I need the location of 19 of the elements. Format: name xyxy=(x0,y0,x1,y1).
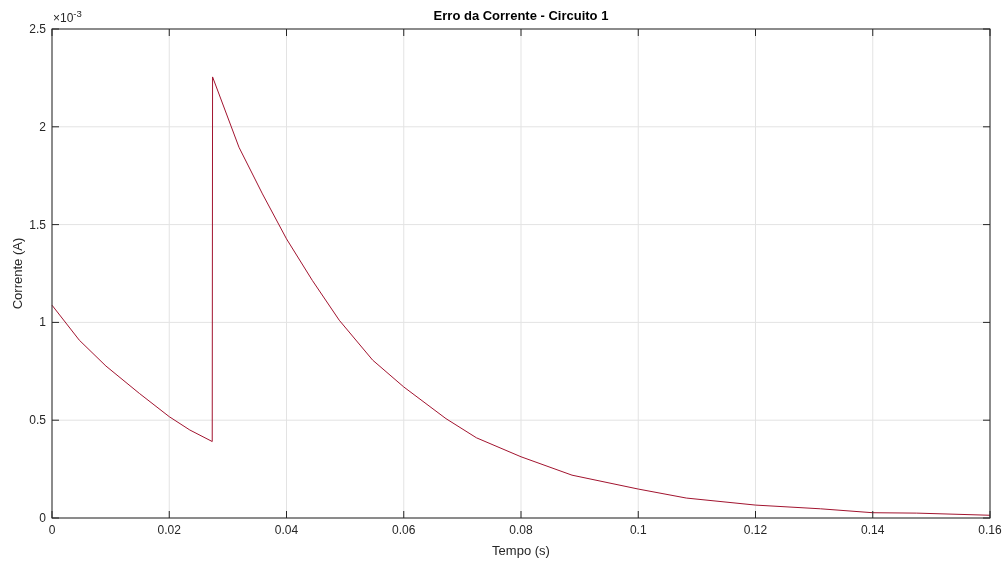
x-tick-label: 0.16 xyxy=(978,523,1002,537)
y-tick-label: 1.5 xyxy=(29,217,47,232)
x-tick-label: 0.14 xyxy=(861,523,885,537)
y-tick-label: 0.5 xyxy=(29,413,47,428)
x-tick-label: 0.06 xyxy=(392,523,416,537)
x-tick-label: 0.02 xyxy=(157,523,182,537)
x-axis-title: Tempo (s) xyxy=(492,543,550,558)
text: ×10$^{-3}$ xyxy=(53,7,82,25)
y-tick-label: 0 xyxy=(39,511,47,525)
x-tick-label: 0.08 xyxy=(509,523,533,537)
y-tick-label: 2 xyxy=(39,119,47,134)
y-tick-label: 1 xyxy=(39,315,47,330)
y-tick-label: 2.5 xyxy=(29,22,47,36)
x-tick-label: 0.1 xyxy=(629,523,647,537)
x-tick-label: 0.12 xyxy=(743,523,768,537)
y-axis-title: Corrente (A) xyxy=(10,237,25,310)
chart-title: Erro da Corrente - Circuito 1 xyxy=(433,8,609,23)
x-tick-label: 0 xyxy=(48,523,56,537)
x-tick-label: 0.04 xyxy=(274,523,299,537)
